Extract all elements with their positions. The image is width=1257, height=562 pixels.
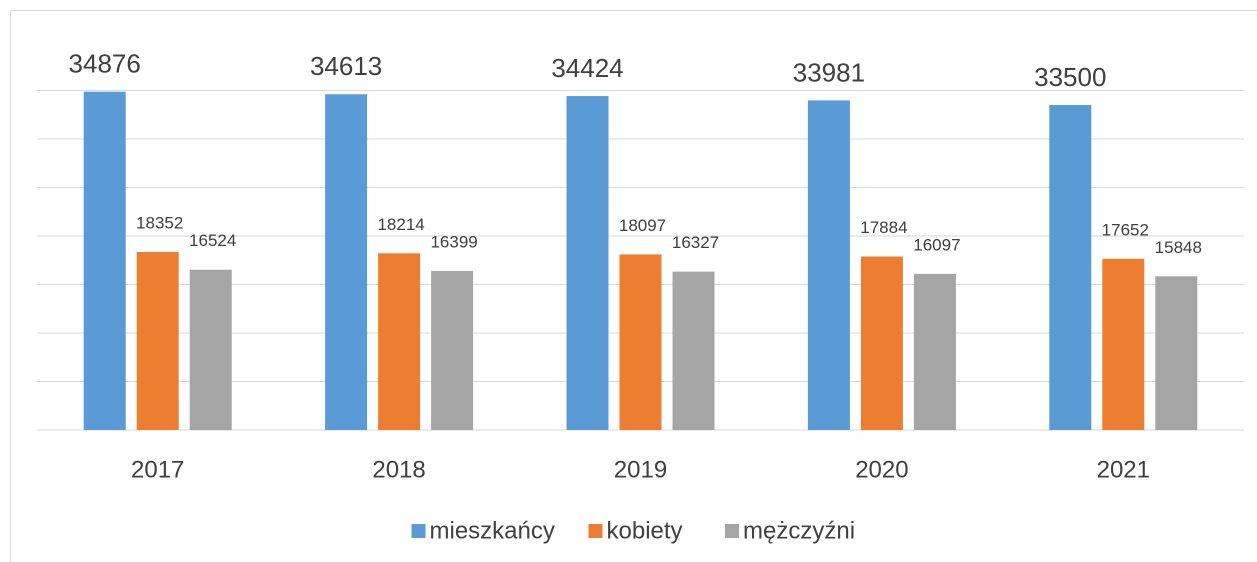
data-label: 16097 xyxy=(913,235,960,254)
bar xyxy=(619,254,662,430)
x-tick-label: 2020 xyxy=(855,456,908,483)
bar xyxy=(1049,105,1092,431)
bar xyxy=(1155,276,1198,430)
data-label: 17652 xyxy=(1102,220,1149,239)
bar xyxy=(807,100,850,430)
data-label: 33981 xyxy=(793,57,865,87)
legend-label: mieszkańcy xyxy=(430,517,555,544)
data-label: 34424 xyxy=(551,53,623,83)
legend-swatch xyxy=(725,524,739,538)
bar xyxy=(189,269,232,430)
bar xyxy=(378,253,421,430)
legend-label: kobiety xyxy=(607,517,683,544)
data-label: 16524 xyxy=(189,231,236,250)
x-tick-label: 2018 xyxy=(372,456,425,483)
bar xyxy=(136,251,179,430)
x-tick-label: 2017 xyxy=(131,456,184,483)
bar xyxy=(325,94,368,430)
data-label: 16399 xyxy=(430,232,477,251)
data-label: 15848 xyxy=(1155,238,1202,257)
legend-swatch xyxy=(588,524,603,538)
x-tick-label: 2021 xyxy=(1097,456,1150,483)
data-label: 16327 xyxy=(672,233,719,252)
data-label: 33500 xyxy=(1034,62,1106,92)
data-label: 18214 xyxy=(377,215,424,234)
bar xyxy=(913,273,956,430)
data-label: 34876 xyxy=(69,49,141,79)
legend-label: mężczyźni xyxy=(743,517,855,544)
bar xyxy=(672,271,715,430)
data-label: 18097 xyxy=(619,216,666,235)
data-label: 34613 xyxy=(310,51,382,81)
data-label: 17884 xyxy=(860,218,907,237)
bar xyxy=(1102,258,1145,430)
bar xyxy=(566,96,609,431)
bar xyxy=(83,91,126,431)
data-label: 18352 xyxy=(136,213,183,232)
x-tick-label: 2019 xyxy=(614,456,667,483)
bar xyxy=(860,256,903,430)
legend-swatch xyxy=(411,524,426,538)
bar xyxy=(431,270,474,430)
